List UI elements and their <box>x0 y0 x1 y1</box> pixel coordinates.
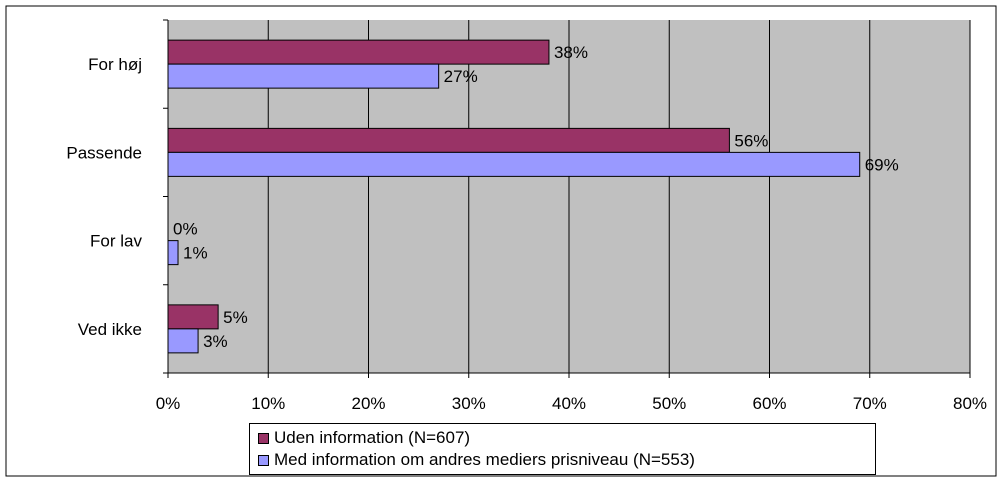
legend-swatch-series-1 <box>258 432 269 444</box>
legend-label-series-1: Uden information (N=607) <box>274 428 471 447</box>
category-label: For høj <box>88 55 142 74</box>
category-label: Passende <box>66 143 142 162</box>
x-tick-label: 70% <box>853 394 887 413</box>
data-label: 5% <box>223 308 248 327</box>
bar-series-1 <box>167 127 730 153</box>
data-label: 38% <box>554 43 588 62</box>
x-tick-label: 60% <box>752 394 786 413</box>
category-label: For lav <box>90 232 142 251</box>
bar-series-1 <box>167 304 219 330</box>
bar-series-2 <box>167 240 179 266</box>
x-tick-label: 50% <box>652 394 686 413</box>
category-label: Ved ikke <box>78 320 142 339</box>
legend-swatch-series-2 <box>258 454 269 466</box>
data-label: 69% <box>865 155 899 174</box>
bar-series-2 <box>167 63 440 89</box>
x-tick-label: 20% <box>351 394 385 413</box>
legend: Uden information (N=607) Med information… <box>249 423 876 475</box>
legend-item-series-2: Med information om andres mediers prisni… <box>258 450 695 470</box>
bar-series-1 <box>167 39 550 65</box>
x-tick-label: 0% <box>156 394 181 413</box>
data-label: 56% <box>734 131 768 150</box>
x-tick-label: 10% <box>251 394 285 413</box>
x-tick-label: 40% <box>552 394 586 413</box>
data-label: 1% <box>183 244 208 263</box>
legend-label-series-2: Med information om andres mediers prisni… <box>274 450 695 469</box>
data-label: 0% <box>173 220 198 239</box>
legend-item-series-1: Uden information (N=607) <box>258 428 470 448</box>
x-tick-label: 80% <box>953 394 987 413</box>
bar-series-2 <box>167 328 199 354</box>
data-label: 27% <box>444 67 478 86</box>
data-label: 3% <box>203 332 228 351</box>
bar-series-2 <box>167 151 861 177</box>
x-tick-label: 30% <box>452 394 486 413</box>
